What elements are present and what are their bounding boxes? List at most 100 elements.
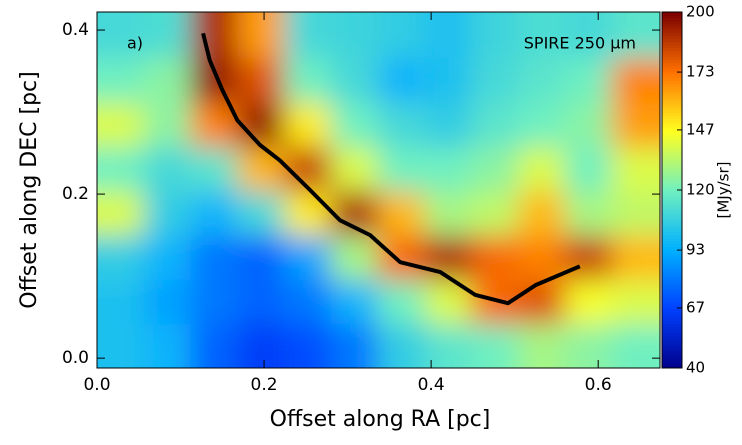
- colorbar-swatch: [662, 258, 682, 262]
- colorbar-swatch: [662, 145, 682, 149]
- colorbar-swatch: [662, 317, 682, 322]
- heatmap-cell: [377, 102, 425, 148]
- colorbar-swatch: [662, 225, 682, 230]
- colorbar-swatch: [662, 305, 682, 310]
- y-tick-label: 0.2: [62, 184, 89, 204]
- colorbar-swatch: [662, 296, 682, 301]
- heatmap-cell: [564, 279, 613, 325]
- heatmap-cell: [517, 146, 566, 192]
- heatmap-cell: [471, 235, 519, 280]
- colorbar-swatch: [662, 20, 682, 25]
- colorbar-swatch: [662, 181, 682, 185]
- colorbar-swatch: [662, 302, 682, 307]
- colorbar-swatch: [662, 169, 682, 173]
- colorbar-swatch: [662, 320, 682, 324]
- colorbar-swatch: [662, 308, 682, 313]
- colorbar-swatch: [662, 243, 682, 247]
- panel-label: a): [127, 34, 143, 53]
- heatmap-cells: [97, 12, 660, 368]
- colorbar-swatch: [662, 115, 682, 120]
- heatmap-cell: [424, 12, 472, 59]
- heatmap-cell: [97, 57, 145, 103]
- heatmap-cell: [517, 57, 566, 103]
- colorbar-swatch: [662, 359, 682, 363]
- heatmap-cell: [190, 190, 238, 236]
- heatmap-cell: [237, 146, 285, 192]
- heatmap-cell: [143, 102, 192, 148]
- colorbar-swatch: [662, 252, 682, 256]
- heatmap-cell: [284, 235, 332, 280]
- colorbar-swatch: [662, 287, 682, 292]
- colorbar-swatch: [662, 338, 682, 342]
- heatmap-cell: [237, 323, 285, 368]
- colorbar-swatch: [662, 26, 682, 31]
- colorbar-swatch: [662, 332, 682, 336]
- colorbar-swatch: [662, 362, 682, 366]
- x-tick-label: 0.6: [585, 375, 612, 395]
- colorbar-label: [MJy/sr]: [715, 162, 733, 219]
- colorbar-swatch: [662, 172, 682, 176]
- heatmap-cell: [424, 102, 472, 148]
- colorbar-swatch: [662, 23, 682, 28]
- colorbar-swatch: [662, 246, 682, 250]
- colorbar-swatch: [662, 261, 682, 265]
- heatmap-cell: [611, 235, 660, 280]
- colorbar-tick-label: 67: [686, 298, 705, 316]
- colorbar-swatch: [662, 299, 682, 304]
- heatmap-cell: [377, 190, 425, 236]
- colorbar-swatch: [662, 276, 682, 280]
- colorbar-swatch: [662, 335, 682, 339]
- colorbar-swatch: [662, 77, 682, 81]
- colorbar-swatch: [662, 273, 682, 277]
- colorbar-swatch: [662, 142, 682, 146]
- colorbar-swatch: [662, 204, 682, 209]
- colorbar-swatch: [662, 38, 682, 43]
- colorbar-swatch: [662, 103, 682, 108]
- colorbar-swatch: [662, 267, 682, 271]
- heatmap-cell: [611, 57, 660, 103]
- colorbar-swatch: [662, 109, 682, 114]
- colorbar-swatch: [662, 62, 682, 66]
- y-tick-label: 0.0: [62, 348, 89, 368]
- colorbar-swatch: [662, 175, 682, 179]
- heatmap-cell: [517, 12, 566, 59]
- colorbar-swatch: [662, 130, 682, 135]
- colorbar-swatch: [662, 255, 682, 259]
- colorbar-swatch: [662, 80, 682, 84]
- colorbar-swatch: [662, 160, 682, 164]
- heatmap-cell: [190, 279, 238, 325]
- heatmap-cell: [330, 279, 379, 325]
- heatmap-cell: [330, 146, 379, 192]
- heatmap-cell: [143, 279, 192, 325]
- heatmap-cell: [564, 235, 613, 280]
- colorbar-swatch: [662, 290, 682, 295]
- colorbar-swatch: [662, 326, 682, 330]
- colorbar-swatch: [662, 231, 682, 235]
- heatmap-cell: [330, 57, 379, 103]
- heatmap-cell: [237, 57, 285, 103]
- heatmap-cell: [284, 190, 332, 236]
- colorbar-swatch: [662, 127, 682, 132]
- heatmap-cell: [143, 190, 192, 236]
- colorbar-swatch: [662, 314, 682, 319]
- colorbar-tick-label: 120: [686, 181, 715, 199]
- heatmap-cell: [330, 235, 379, 280]
- colorbar-swatch: [662, 47, 682, 52]
- colorbar-swatch: [662, 163, 682, 167]
- colorbar-swatch: [662, 118, 682, 123]
- colorbar-swatch: [662, 270, 682, 274]
- colorbar-swatch: [662, 347, 682, 351]
- colorbar-swatch: [662, 240, 682, 244]
- colorbar-swatch: [662, 207, 682, 212]
- colorbar-swatch: [662, 187, 682, 191]
- heatmap-cell: [237, 235, 285, 280]
- heatmap-cell: [564, 12, 613, 59]
- heatmap-cell: [97, 12, 145, 59]
- colorbar-swatch: [662, 50, 682, 55]
- heatmap-cell: [97, 279, 145, 325]
- heatmap-cell: [611, 102, 660, 148]
- filament: [201, 32, 581, 306]
- colorbar-swatch: [662, 112, 682, 117]
- colorbar-swatch: [662, 323, 682, 327]
